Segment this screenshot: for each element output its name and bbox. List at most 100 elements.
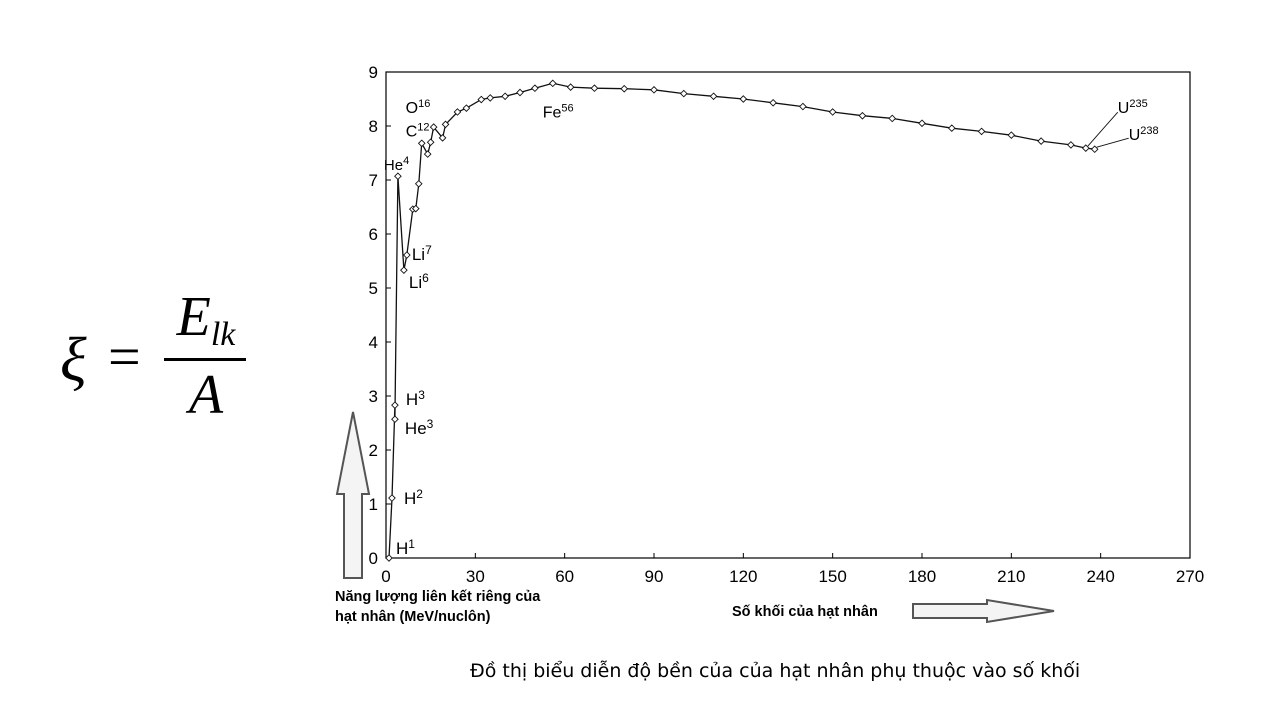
annotation-element: H [404, 489, 416, 508]
x-tick-label: 30 [466, 567, 485, 586]
annotation-mass-number: 3 [418, 388, 425, 402]
y-tick-label: 1 [369, 495, 378, 514]
annotation-label: O16 [406, 98, 431, 117]
x-tick-label: 180 [908, 567, 936, 586]
y-tick-label: 2 [369, 441, 378, 460]
x-tick-label: 0 [381, 567, 390, 586]
annotation-mass-number: 238 [1140, 125, 1158, 137]
data-point [679, 89, 688, 98]
data-point [477, 95, 486, 104]
y-axis-label-line2: hạt nhân (MeV/nuclôn) [335, 609, 491, 625]
x-tick-label: 240 [1086, 567, 1114, 586]
data-point [438, 134, 447, 142]
annotation-element: U [1118, 100, 1130, 117]
annotation-mass-number: 1 [408, 537, 415, 551]
data-point [426, 138, 435, 147]
data-point [411, 204, 420, 213]
annotation-mass-number: 6 [422, 271, 429, 285]
data-point [394, 172, 402, 181]
data-point [385, 554, 393, 562]
data-point [400, 266, 408, 275]
x-tick-label: 60 [555, 567, 574, 586]
x-tick-label: 90 [645, 567, 664, 586]
series-markers [385, 79, 1099, 562]
data-point [769, 98, 777, 107]
x-tick-label: 270 [1176, 567, 1204, 586]
data-point [828, 108, 837, 116]
annotation-label: U238 [1129, 125, 1159, 144]
y-tick-label: 9 [369, 63, 378, 82]
data-point [590, 84, 599, 93]
data-point [1007, 131, 1016, 140]
data-point [531, 84, 539, 93]
formula-numerator-sub: lk [210, 316, 236, 353]
annotation-label: H1 [396, 537, 415, 558]
data-point [888, 114, 897, 123]
annotation-element: U [1129, 127, 1141, 144]
annotation-label: H2 [404, 487, 423, 508]
data-point [391, 401, 399, 410]
data-point [548, 79, 557, 88]
annotation-label: He3 [405, 417, 434, 438]
data-point [462, 104, 471, 113]
formula-fraction-bar [164, 358, 246, 361]
data-point [423, 150, 432, 158]
data-point [858, 111, 867, 120]
y-axis-label-line1: Năng lượng liên kết riêng của [335, 589, 541, 605]
y-tick-label: 0 [369, 549, 378, 568]
data-point [388, 494, 396, 502]
annotation-label: He4 [384, 155, 409, 174]
annotation-element: He [405, 419, 427, 438]
data-point [799, 102, 807, 111]
data-point [486, 94, 495, 102]
chart-caption: Đồ thị biểu diễn độ bền của của hạt nhân… [470, 660, 1081, 682]
annotation-mass-number: 16 [418, 98, 430, 110]
annotation-element: Fe [543, 104, 562, 121]
y-tick-label: 8 [369, 117, 378, 136]
annotation-label: Li6 [409, 271, 429, 292]
annotation-leader [1087, 111, 1119, 147]
annotation-element: H [396, 539, 408, 558]
annotation-element: H [406, 390, 418, 409]
y-tick-label: 3 [369, 387, 378, 406]
data-point [566, 83, 575, 91]
y-tick-label: 6 [369, 225, 378, 244]
formula-denominator: A [188, 364, 224, 426]
data-point [1090, 145, 1099, 154]
data-point [977, 127, 986, 136]
annotation-element: Li [412, 245, 425, 264]
plot-frame [385, 71, 1191, 559]
annotation-label: Fe56 [543, 102, 574, 121]
formula-equals: = [108, 324, 141, 389]
data-point [516, 88, 524, 97]
data-point [1081, 144, 1090, 152]
annotation-mass-number: 2 [416, 487, 423, 501]
data-point [947, 124, 956, 132]
data-point [650, 85, 658, 94]
formula-xi: ξ [60, 326, 87, 394]
y-axis-ticks: 0 1 2 3 4 5 6 7 8 9 [369, 63, 391, 568]
x-tick-label: 150 [818, 567, 846, 586]
series-line [388, 82, 1095, 559]
annotation-element: He [384, 157, 403, 174]
annotation-leader [1096, 137, 1129, 148]
annotation-element: Li [409, 273, 422, 292]
x-axis-label: Số khối của hạt nhân [732, 604, 878, 620]
data-point [453, 108, 462, 116]
data-point [441, 120, 450, 129]
y-tick-label: 4 [369, 333, 378, 352]
data-point [501, 92, 509, 101]
data-point [1067, 141, 1075, 149]
x-direction-arrow [912, 598, 1055, 624]
annotation-element: C [406, 123, 418, 140]
data-point [918, 119, 926, 128]
x-axis-ticks: 0 30 60 90 120 150 180 210 240 270 [381, 553, 1204, 586]
y-tick-label: 7 [369, 171, 378, 190]
formula-numerator-e: E [176, 286, 211, 348]
formula-numerator: Elk [164, 285, 248, 354]
data-point [429, 123, 438, 131]
data-point [1037, 137, 1045, 145]
data-point [417, 139, 426, 148]
